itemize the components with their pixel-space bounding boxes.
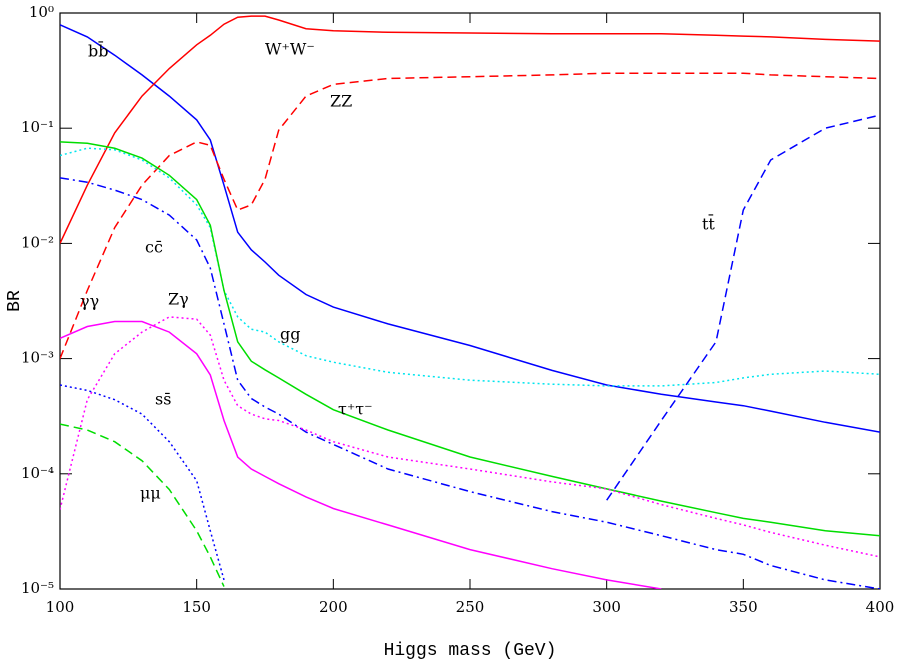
series-line [60,423,225,587]
curve-label: ss̄ [155,390,171,409]
x-tick-label: 150 [182,598,211,616]
x-tick-label: 200 [319,598,348,616]
series-line [60,72,880,359]
curve-label: Zγ [168,290,189,309]
curve-label: ZZ [330,92,352,111]
curve-label: gg [280,325,300,344]
y-tick-label: 10⁰ [29,3,54,21]
x-tick-label: 250 [456,598,485,616]
y-tick-label: 10⁻³ [21,349,54,367]
curve-label: tt̄ [702,212,715,233]
x-tick-label: 400 [866,598,895,616]
series-line [60,316,880,558]
x-axis-title: Higgs mass (GeV) [384,641,557,661]
series-line [60,15,880,244]
curve-label: cc̄ [145,238,163,257]
curve-label: bb̄ [88,39,108,60]
y-tick-label: 10⁻⁴ [21,464,54,482]
curve-label: τ⁺τ⁻ [338,400,373,419]
y-axis-title: BR [5,290,25,312]
series-line [60,177,880,589]
y-tick-label: 10⁻⁵ [21,579,54,597]
y-tick-label: 10⁻¹ [21,118,54,136]
series-line [606,114,880,501]
curve-label: W⁺W⁻ [265,40,315,59]
curve-label: μμ [140,484,161,503]
x-tick-label: 100 [46,598,75,616]
series-line [60,141,880,537]
series-line [60,147,880,387]
y-tick-label: 10⁻² [21,233,54,251]
x-tick-label: 350 [729,598,758,616]
series-line [60,384,225,581]
series-line [60,24,880,433]
series-line [60,320,662,589]
x-tick-label: 300 [592,598,621,616]
curve-label: γγ [80,292,99,311]
